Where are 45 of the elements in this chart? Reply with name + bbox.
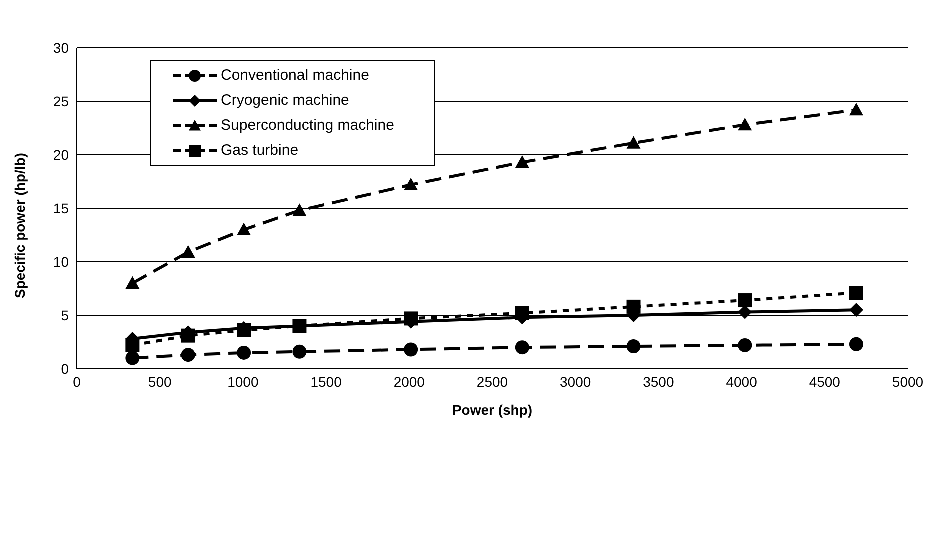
point	[237, 346, 252, 360]
y-tick-label: 5	[61, 307, 70, 324]
point	[126, 351, 140, 366]
y-tick-label: 15	[53, 200, 70, 216]
point	[126, 276, 140, 289]
point	[849, 286, 864, 300]
x-tick-label: 3500	[643, 374, 674, 390]
x-tick-label: 2000	[394, 374, 426, 390]
point	[849, 103, 864, 116]
x-tick-label: 1000	[228, 374, 259, 390]
y-tick-label: 25	[53, 93, 70, 110]
y-tick-label: 10	[53, 254, 70, 270]
x-tick-label: 0	[73, 374, 82, 390]
x-tick-label: 500	[148, 374, 172, 390]
x-axis-title: Power (shp)	[452, 402, 533, 418]
x-tick-label: 5000	[892, 374, 924, 390]
point	[292, 344, 307, 359]
point	[181, 245, 196, 258]
y-tick-label: 30	[53, 40, 70, 56]
x-tick-label: 4000	[726, 374, 758, 390]
point	[515, 340, 530, 355]
y-axis-title: Specific power (hp/lb)	[12, 153, 28, 298]
x-tick-label: 3000	[560, 374, 592, 390]
point	[738, 118, 752, 131]
point	[181, 348, 196, 362]
point	[849, 303, 864, 318]
point	[738, 294, 752, 308]
x-tick-label: 4500	[809, 374, 841, 390]
x-tick-label: 2500	[476, 374, 508, 390]
legend-label: Conventional machine	[221, 67, 370, 84]
point	[404, 178, 418, 191]
point	[849, 337, 864, 352]
point	[626, 340, 641, 354]
y-tick-label: 0	[61, 360, 70, 377]
legend-label: Superconducting machine	[221, 117, 394, 134]
point	[515, 155, 530, 168]
legend-label: Gas turbine	[221, 142, 299, 159]
legend-label: Cryogenic machine	[221, 92, 350, 109]
point	[738, 338, 752, 352]
point	[404, 342, 418, 357]
point	[292, 204, 307, 216]
y-tick-label: 20	[53, 146, 70, 163]
x-tick-label: 1500	[310, 374, 342, 390]
point	[237, 222, 252, 236]
point	[626, 136, 641, 149]
